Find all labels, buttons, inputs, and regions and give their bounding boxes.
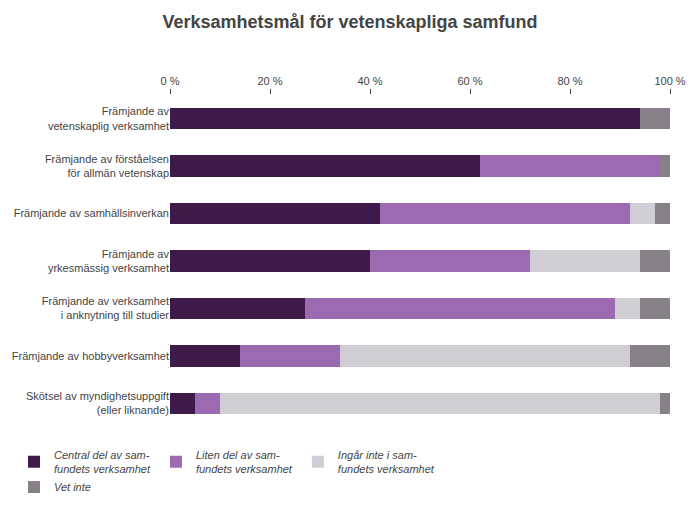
svg-text:Ingår inte i sam-fundets verks: Ingår inte i sam-fundets verksamhet: [338, 449, 435, 475]
svg-text:Främjande avvetenskaplig verks: Främjande avvetenskaplig verksamhet: [48, 105, 170, 131]
svg-text:Främjande av hobbyverksamhet: Främjande av hobbyverksamhet: [12, 350, 169, 362]
svg-text:Skötsel av myndighetsuppgift(e: Skötsel av myndighetsuppgift(eller likna…: [26, 390, 169, 416]
svg-text:Verksamhetsmål för vetenskapli: Verksamhetsmål för vetenskapliga samfund: [162, 12, 537, 32]
svg-text:100 %: 100 %: [654, 75, 685, 87]
svg-text:Främjande av verksamheti ankny: Främjande av verksamheti anknytning till…: [42, 295, 169, 321]
svg-text:80 %: 80 %: [557, 75, 582, 87]
svg-text:Vet inte: Vet inte: [54, 481, 91, 493]
svg-text:Central del av sam-fundets ver: Central del av sam-fundets verksamhet: [54, 449, 151, 475]
svg-text:Främjande av samhällsinverkan: Främjande av samhällsinverkan: [14, 207, 169, 219]
svg-text:Främjande avyrkesmässig verksa: Främjande avyrkesmässig verksamhet: [48, 248, 170, 274]
svg-text:40 %: 40 %: [357, 75, 382, 87]
svg-text:60 %: 60 %: [457, 75, 482, 87]
svg-text:Främjande av förståelsenför al: Främjande av förståelsenför allmän veten…: [45, 153, 169, 179]
svg-text:20 %: 20 %: [257, 75, 282, 87]
svg-text:0 %: 0 %: [161, 75, 180, 87]
svg-text:Liten del av sam-fundets verks: Liten del av sam-fundets verksamhet: [196, 449, 293, 475]
